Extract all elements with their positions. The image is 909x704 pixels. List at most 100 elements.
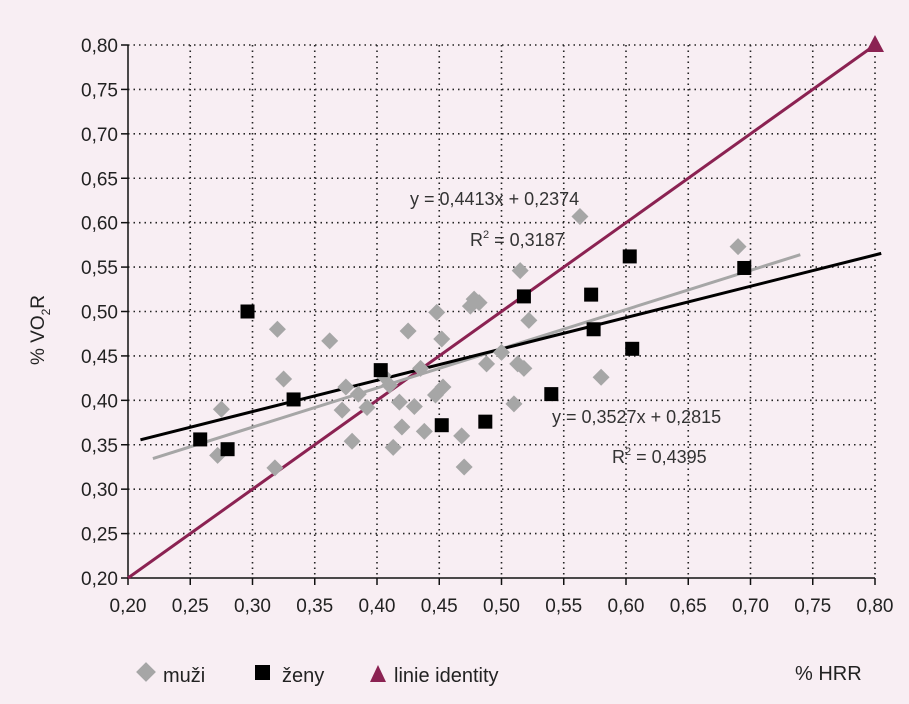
point-muzi (428, 303, 446, 321)
x-tick-label: 0,65 (670, 596, 707, 617)
r2-zeny-label: R (612, 447, 625, 467)
lines (127, 43, 882, 580)
point-muzi (399, 322, 417, 340)
point-muzi (390, 393, 408, 411)
y-tick-label: 0,30 (81, 480, 118, 501)
equation-labels: y = 0,4413x + 0,2374 R2 = 0,3187 y = 0,3… (410, 189, 721, 467)
y-tick-label: 0,65 (81, 169, 118, 190)
x-tick-label: 0,45 (421, 596, 458, 617)
point-zeny (240, 304, 255, 319)
point-muzi (412, 359, 430, 377)
point-muzi (505, 395, 523, 413)
point-muzi (321, 332, 339, 350)
point-zeny (622, 249, 637, 264)
point-zeny (737, 260, 752, 275)
axes (121, 44, 876, 585)
point-muzi (384, 438, 402, 456)
point-muzi (493, 343, 510, 361)
point-muzi (433, 330, 451, 348)
point-zeny (286, 392, 301, 407)
y-tick-label: 0,55 (81, 258, 118, 279)
x-tick-label: 0,35 (296, 596, 333, 617)
r2-zeny: R2 = 0,4395 (612, 446, 707, 467)
point-zeny (434, 418, 449, 433)
identity-line (127, 43, 876, 580)
point-muzi (393, 418, 411, 436)
y-tick-label: 0,25 (81, 525, 118, 546)
point-muzi (275, 370, 293, 388)
point-muzi (349, 385, 367, 403)
x-tick-label: 0,50 (483, 596, 520, 617)
legend-label-muzi: muži (163, 665, 205, 687)
y-axis-title-main: % VO (28, 315, 49, 365)
r2-zeny-value: = 0,4395 (631, 447, 707, 467)
point-muzi (268, 320, 286, 338)
r2-zeny-sup: 2 (625, 446, 631, 458)
point-zeny (625, 341, 640, 356)
point-zeny (516, 289, 531, 304)
r2-muzi-label: R (470, 230, 483, 250)
point-muzi (592, 368, 610, 386)
x-tick-label: 0,70 (732, 596, 769, 617)
point-muzi (405, 398, 423, 416)
point-muzi (729, 238, 747, 256)
x-axis-title: % HRR (795, 663, 862, 685)
y-axis-title-sub: 2 (39, 308, 53, 315)
y-tick-label: 0,70 (81, 125, 118, 146)
point-muzi (571, 207, 589, 225)
equation-muzi: y = 0,4413x + 0,2374 (410, 189, 579, 209)
point-muzi (212, 400, 230, 418)
y-tick-label: 0,35 (81, 436, 118, 457)
point-muzi (515, 359, 533, 377)
x-tick-label: 0,20 (110, 596, 147, 617)
legend-triangle-icon (370, 665, 386, 682)
point-zeny (584, 287, 599, 302)
point-zeny (373, 363, 388, 378)
point-muzi (266, 459, 284, 477)
point-muzi (343, 432, 361, 450)
r2-muzi: R2 = 0,3187 (470, 229, 565, 250)
trendline-zeny (140, 251, 882, 442)
point-muzi (380, 376, 398, 394)
x-tick-label: 0,25 (172, 596, 209, 617)
y-tick-label: 0,20 (81, 569, 118, 590)
legend-square-icon (255, 665, 270, 680)
tick-labels: 0,20 0,25 0,30 0,35 0,40 0,45 0,50 0,55 0,60 0,65… (81, 36, 893, 617)
point-zeny (220, 442, 235, 457)
point-muzi (511, 262, 529, 280)
x-tick-label: 0,80 (857, 596, 894, 617)
point-muzi (337, 378, 355, 396)
point-zeny (544, 387, 559, 402)
y-tick-label: 0,40 (81, 391, 118, 412)
y-tick-label: 0,75 (81, 80, 118, 101)
x-tick-label: 0,55 (545, 596, 582, 617)
point-muzi (453, 427, 471, 445)
point-zeny (193, 432, 208, 447)
x-tick-label: 0,30 (234, 596, 271, 617)
point-muzi (478, 355, 496, 373)
point-zeny (586, 322, 601, 337)
x-tick-label: 0,75 (794, 596, 831, 617)
r2-muzi-value: = 0,3187 (489, 230, 565, 250)
legend-label-zeny: ženy (282, 665, 324, 687)
y-tick-label: 0,45 (81, 347, 118, 368)
point-muzi (455, 458, 473, 476)
y-axis-title-tail: R (28, 295, 49, 309)
y-tick-label: 0,50 (81, 303, 118, 324)
x-tick-label: 0,60 (608, 596, 645, 617)
legend: muži ženy linie identity (136, 662, 499, 687)
x-tick-label: 0,40 (359, 596, 396, 617)
r2-muzi-sup: 2 (483, 229, 489, 241)
point-identity (866, 35, 884, 52)
point-zeny (478, 414, 493, 429)
equation-zeny: y = 0,3527x + 0,2815 (552, 407, 721, 427)
point-muzi (415, 422, 433, 440)
y-tick-label: 0,80 (81, 36, 118, 57)
data-points (193, 35, 884, 477)
point-muzi (470, 294, 488, 312)
legend-label-identity: linie identity (394, 665, 499, 687)
legend-diamond-icon (136, 662, 156, 682)
point-muzi (520, 311, 538, 329)
